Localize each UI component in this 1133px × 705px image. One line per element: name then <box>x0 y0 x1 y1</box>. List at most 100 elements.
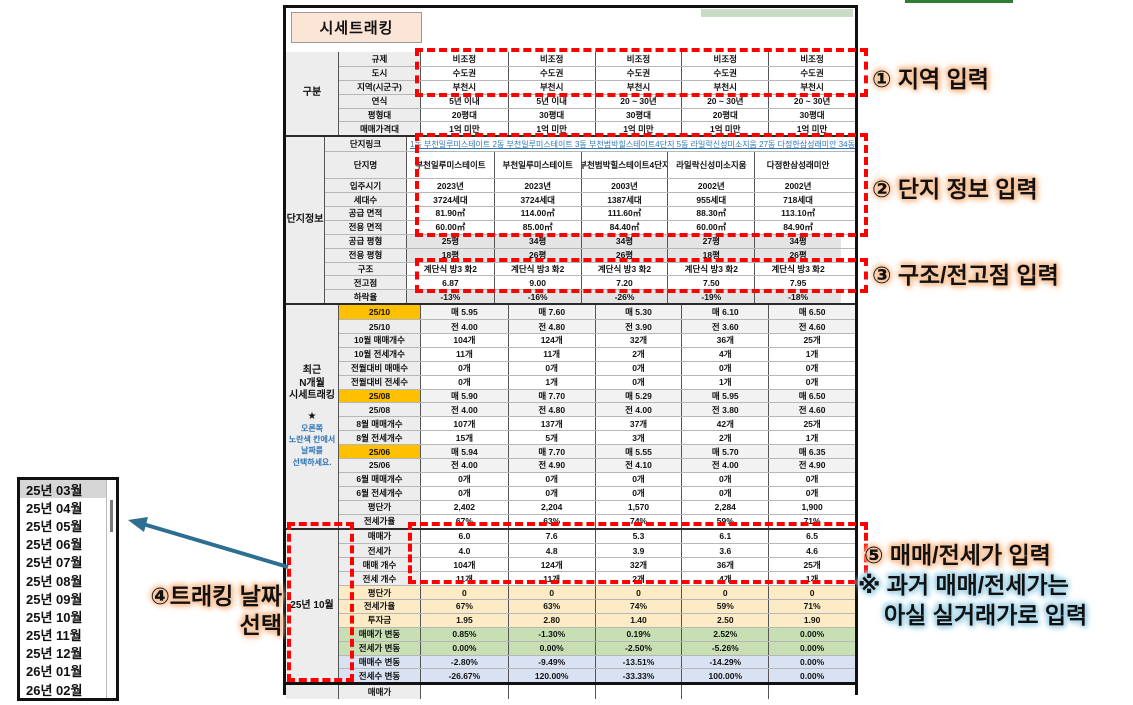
row-label[interactable]: 연식 <box>339 94 421 108</box>
data-cell[interactable]: 2002년 <box>754 179 841 193</box>
data-cell[interactable]: 계단식 방3 화2 <box>667 262 755 276</box>
data-cell[interactable]: 부천시 <box>768 80 855 94</box>
data-cell[interactable]: 비조정 <box>681 52 769 66</box>
row-label[interactable]: 단지링크 <box>325 137 407 152</box>
data-cell[interactable] <box>507 685 595 700</box>
data-cell[interactable]: 0개 <box>681 486 769 500</box>
month-dropdown-list[interactable]: 25년 03월 25년 04월 25년 05월 25년 06월 25년 07월 25년 0… <box>17 477 119 701</box>
data-cell[interactable]: -9.49% <box>507 655 595 669</box>
data-cell[interactable]: 부천일루미스테이트 <box>493 152 581 179</box>
row-label[interactable]: 8월 전세개수 <box>339 431 421 445</box>
data-cell[interactable]: 9.00 <box>493 276 581 290</box>
row-label[interactable]: 25/10 <box>339 320 421 334</box>
row-label[interactable]: 전세가 <box>339 544 421 558</box>
data-cell[interactable]: 부천시 <box>507 80 595 94</box>
data-cell[interactable]: 매 5.70 <box>681 445 769 459</box>
data-cell[interactable] <box>594 685 682 700</box>
row-label[interactable]: 매매가 <box>339 685 421 700</box>
data-cell[interactable]: 67% <box>421 514 508 528</box>
data-cell[interactable]: 매 7.60 <box>507 305 595 320</box>
data-cell[interactable]: 계단식 방3 화2 <box>580 262 668 276</box>
data-cell[interactable]: 1387세대 <box>580 193 668 207</box>
data-cell[interactable]: 비조정 <box>594 52 682 66</box>
data-cell[interactable]: -2.50% <box>594 641 682 655</box>
data-cell[interactable]: 84.40㎡ <box>580 220 668 234</box>
row-label[interactable]: 전월대비 전세수 <box>339 375 421 389</box>
data-cell[interactable]: -19% <box>667 290 755 304</box>
data-cell[interactable]: 전 3.90 <box>594 320 682 334</box>
row-label[interactable]: 8월 매매개수 <box>339 417 421 431</box>
data-cell[interactable]: 60.00㎡ <box>407 220 494 234</box>
month-option[interactable]: 25년 12월 <box>26 646 83 662</box>
row-label[interactable]: 도시 <box>339 66 421 80</box>
data-cell[interactable]: 전 4.60 <box>768 403 855 417</box>
data-cell[interactable]: 71% <box>768 514 855 528</box>
data-cell[interactable]: 27평 <box>667 234 755 248</box>
row-label[interactable]: 6월 매매개수 <box>339 472 421 486</box>
data-cell[interactable]: 1.90 <box>768 613 855 627</box>
data-cell[interactable]: 59% <box>681 514 769 528</box>
data-cell[interactable]: 71% <box>768 599 855 613</box>
data-cell[interactable]: 955세대 <box>667 193 755 207</box>
data-cell[interactable]: 전 4.80 <box>507 320 595 334</box>
row-label[interactable]: 규제 <box>339 52 421 66</box>
data-cell[interactable]: 3개 <box>594 431 682 445</box>
data-cell[interactable]: 26평 <box>493 248 581 262</box>
data-cell[interactable]: 104개 <box>421 334 508 347</box>
section-label-month-2510[interactable]: 25년 10월 <box>286 529 339 683</box>
data-cell[interactable]: 2,284 <box>681 500 769 514</box>
data-cell[interactable]: 59% <box>681 599 769 613</box>
data-cell[interactable]: 0개 <box>421 472 508 486</box>
data-cell[interactable]: 2,204 <box>507 500 595 514</box>
data-cell[interactable]: 34평 <box>493 234 581 248</box>
month-option[interactable]: 25년 04월 <box>26 500 83 516</box>
row-label[interactable]: 매매가 변동 <box>339 627 421 641</box>
data-cell[interactable]: 20 ~ 30년 <box>768 94 855 108</box>
data-cell[interactable]: 0.85% <box>421 627 508 641</box>
month-option[interactable]: 26년 01월 <box>26 664 83 680</box>
data-cell[interactable]: 전 4.00 <box>594 403 682 417</box>
data-cell[interactable]: 30평대 <box>594 108 682 122</box>
data-cell[interactable]: 34평 <box>580 234 668 248</box>
data-cell[interactable]: 0개 <box>421 361 508 375</box>
data-cell[interactable]: 2.52% <box>681 627 769 641</box>
month-option[interactable]: 25년 09월 <box>26 591 83 607</box>
data-cell[interactable]: 18평 <box>407 248 494 262</box>
data-cell[interactable]: 부천일루미스테이트 <box>407 152 494 179</box>
data-cell[interactable] <box>421 685 508 700</box>
row-label[interactable]: 10월 전세개수 <box>339 347 421 361</box>
data-cell[interactable]: 88.30㎡ <box>667 207 755 220</box>
data-cell[interactable]: 0개 <box>768 472 855 486</box>
month-list-scrollbar-thumb[interactable] <box>110 500 113 532</box>
data-cell[interactable]: 전 4.60 <box>768 320 855 334</box>
data-cell[interactable]: 1억 미만 <box>594 122 682 136</box>
data-cell[interactable]: 수도권 <box>507 66 595 80</box>
data-cell[interactable]: 매 6.50 <box>768 305 855 320</box>
data-cell[interactable]: 4개 <box>681 347 769 361</box>
row-label[interactable]: 25/08 <box>339 403 421 417</box>
row-label[interactable]: 구조 <box>325 262 407 276</box>
data-cell[interactable]: 11개 <box>421 572 508 586</box>
data-cell[interactable]: 2023년 <box>493 179 581 193</box>
data-cell[interactable]: -1.30% <box>507 627 595 641</box>
data-cell[interactable]: 매 7.70 <box>507 445 595 459</box>
data-cell[interactable]: 36개 <box>681 334 769 347</box>
data-cell[interactable]: 2023년 <box>407 179 494 193</box>
data-cell[interactable]: 2개 <box>594 347 682 361</box>
data-cell[interactable]: 6.0 <box>421 529 508 544</box>
data-cell[interactable]: 63% <box>507 599 595 613</box>
data-cell[interactable]: 매 6.35 <box>768 445 855 459</box>
data-cell[interactable]: 전 4.00 <box>421 403 508 417</box>
month-option[interactable]: 25년 07월 <box>26 555 83 571</box>
data-cell[interactable]: -26.67% <box>421 669 508 683</box>
data-cell[interactable]: 전 3.60 <box>681 320 769 334</box>
row-label[interactable]: 전세가율 <box>339 599 421 613</box>
row-label[interactable]: 공급 면적 <box>325 207 407 220</box>
data-cell[interactable]: 수도권 <box>681 66 769 80</box>
data-cell[interactable] <box>768 685 855 700</box>
data-cell[interactable]: -2.80% <box>421 655 508 669</box>
data-cell[interactable]: -16% <box>493 290 581 304</box>
data-cell[interactable]: 36개 <box>681 558 769 572</box>
data-cell[interactable]: 3724세대 <box>493 193 581 207</box>
data-cell[interactable]: 6.87 <box>407 276 494 290</box>
